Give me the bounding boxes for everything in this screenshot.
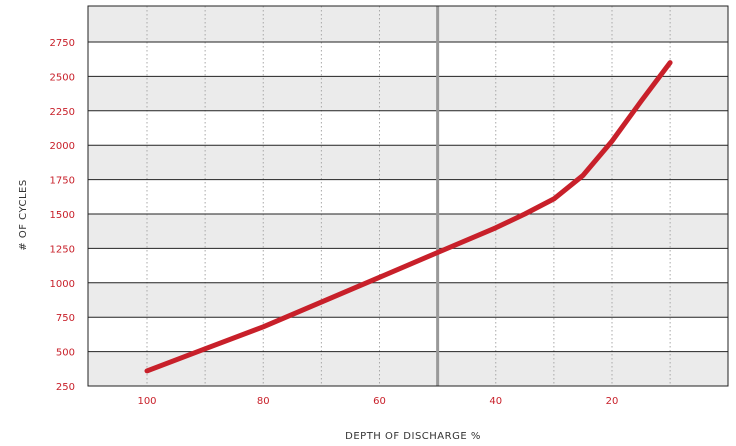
background-band [88,145,728,180]
y-tick-label: 2750 [50,38,75,49]
y-tick-label: 2500 [50,72,75,83]
background-band [88,179,728,214]
y-tick-label: 750 [56,313,75,324]
background-band [88,76,728,111]
vertical-gridlines [146,6,671,386]
x-tick-label: 40 [489,396,502,407]
background-band [88,214,728,249]
y-tick-label: 1500 [50,210,75,221]
background-band [88,42,728,77]
plot-background-bands [88,6,728,386]
x-axis-title: DEPTH OF DISCHARGE % [345,431,481,442]
y-tick-label: 250 [56,382,75,393]
y-tick-label: 1000 [50,279,75,290]
y-axis-title: # OF CYCLES [18,179,29,250]
x-tick-labels: 100 80 60 40 20 [137,396,618,407]
y-tick-label: 2000 [50,141,75,152]
background-band [88,282,728,318]
plot-frame [87,5,729,387]
cycles-series-line [144,60,673,374]
x-tick-label: 60 [373,396,386,407]
x-tick-label: 20 [606,396,619,407]
x-tick-label: 80 [257,396,270,407]
x-tick-label: 100 [137,396,156,407]
y-tick-label: 500 [56,348,75,359]
background-band [88,317,728,352]
y-tick-labels: 250 500 750 1000 1250 1500 1750 2000 2250 2500 275… [50,38,75,393]
background-band [88,351,728,386]
background-band [88,6,728,42]
y-tick-label: 1750 [50,176,75,187]
y-tick-label: 1250 [50,244,75,255]
y-tick-label: 2250 [50,107,75,118]
